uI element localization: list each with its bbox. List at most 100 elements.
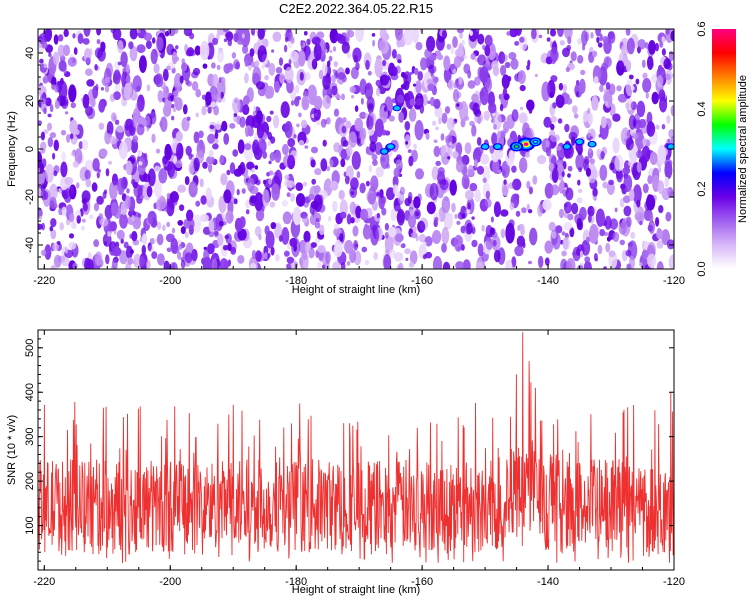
heatmap-noise-cell (405, 141, 408, 145)
heatmap-noise-cell (395, 234, 404, 243)
heatmap-noise-cell (174, 27, 178, 33)
heatmap-noise-cell (83, 94, 90, 109)
heatmap-noise-cell (154, 63, 160, 73)
heatmap-noise-cell (492, 113, 495, 116)
heatmap-noise-cell (576, 91, 579, 97)
heatmap-noise-cell (527, 60, 530, 67)
heatmap-noise-cell (602, 36, 608, 43)
heatmap-noise-cell (108, 161, 112, 165)
heatmap-noise-cell (609, 31, 616, 43)
heatmap-noise-cell (325, 251, 331, 263)
heatmap-noise-cell (656, 229, 663, 240)
heatmap-signal-spot (564, 144, 570, 149)
heatmap-noise-cell (508, 52, 516, 60)
heatmap-noise-cell (363, 225, 372, 240)
heatmap-signal-spot (494, 144, 501, 149)
heatmap-noise-cell (215, 132, 219, 139)
heatmap-noise-cell (181, 260, 186, 269)
heatmap-noise-cell (642, 60, 646, 68)
heatmap-noise-cell (98, 101, 105, 113)
heatmap-noise-cell (434, 146, 441, 157)
heatmap-noise-cell (577, 180, 580, 186)
heatmap-noise-cell (251, 168, 255, 173)
heatmap-noise-cell (493, 240, 497, 247)
heatmap-noise-cell (296, 124, 300, 128)
heatmap-noise-cell (613, 138, 620, 154)
heatmap-noise-cell (53, 170, 57, 176)
heatmap-noise-cell (368, 193, 375, 205)
heatmap-noise-cell (166, 222, 170, 227)
heatmap-noise-cell (180, 76, 184, 84)
heatmap-noise-cell (207, 107, 211, 114)
heatmap-noise-cell (334, 61, 338, 67)
heatmap-noise-cell (353, 226, 359, 237)
heatmap-noise-cell (519, 112, 528, 123)
heatmap-noise-cell (290, 51, 299, 62)
heatmap-noise-cell (175, 97, 183, 110)
heatmap-noise-cell (657, 145, 666, 165)
heatmap-noise-cell (60, 222, 64, 230)
heatmap-noise-cell (520, 227, 525, 236)
heatmap-noise-cell (520, 85, 526, 91)
heatmap-noise-cell (471, 53, 476, 60)
heatmap-noise-cell (208, 163, 212, 172)
heatmap-noise-cell (404, 28, 413, 46)
heatmap-noise-cell (283, 211, 292, 224)
heatmap-noise-cell (137, 150, 142, 157)
heatmap-noise-cell (602, 182, 608, 189)
heatmap-noise-cell (452, 69, 456, 74)
heatmap-noise-cell (601, 116, 607, 128)
heatmap-noise-cell (42, 42, 48, 49)
heatmap-noise-cell (189, 225, 194, 236)
heatmap-noise-cell (273, 115, 279, 129)
heatmap-noise-cell (171, 116, 174, 121)
heatmap-noise-cell (560, 40, 565, 45)
heatmap-noise-cell (224, 64, 231, 74)
heatmap-noise-cell (463, 63, 470, 73)
heatmap-noise-cell (551, 136, 556, 142)
heatmap-noise-cell (450, 180, 457, 196)
heatmap-noise-cell (220, 155, 224, 164)
heatmap-noise-cell (559, 209, 564, 218)
heatmap-noise-cell (247, 87, 254, 102)
heatmap-noise-cell (234, 198, 238, 204)
heatmap-noise-cell (486, 191, 490, 200)
heatmap-noise-cell (347, 261, 351, 266)
heatmap-noise-cell (631, 101, 637, 110)
heatmap-noise-cell (372, 40, 375, 47)
heatmap-noise-cell (599, 229, 605, 236)
heatmap-noise-cell (266, 231, 275, 249)
heatmap-noise-cell (501, 228, 505, 238)
heatmap-noise-cell (461, 40, 465, 46)
heatmap-noise-cell (126, 74, 131, 83)
heatmap-noise-cell (287, 180, 295, 188)
heatmap-noise-cell (423, 242, 427, 246)
heatmap-noise-cell (514, 246, 523, 257)
heatmap-noise-cell (503, 87, 507, 96)
heatmap-noise-cell (639, 262, 642, 266)
heatmap-noise-cell (376, 167, 384, 178)
heatmap-noise-cell (219, 221, 224, 227)
heatmap-noise-cell (342, 126, 347, 134)
heatmap-noise-cell (209, 150, 214, 158)
heatmap-noise-cell (388, 227, 396, 238)
heatmap-noise-cell (642, 250, 648, 260)
heatmap-noise-cell (306, 39, 310, 46)
heatmap-noise-cell (624, 206, 632, 217)
heatmap-noise-cell (629, 115, 636, 130)
figure-title: C2E2.2022.364.05.22.R15 (0, 1, 712, 16)
heatmap-noise-cell (217, 49, 224, 63)
heatmap-noise-cell (394, 168, 400, 178)
heatmap-noise-cell (373, 252, 378, 260)
heatmap-noise-cell (544, 241, 553, 254)
heatmap-noise-cell (613, 232, 620, 242)
heatmap-noise-cell (55, 101, 60, 109)
heatmap-signal-spot (515, 145, 518, 147)
heatmap-noise-cell (159, 196, 167, 209)
heatmap-noise-cell (287, 257, 294, 264)
heatmap-noise-cell (343, 140, 349, 147)
heatmap-noise-cell (212, 143, 219, 149)
heatmap-noise-cell (598, 134, 601, 138)
heatmap-noise-cell (74, 47, 78, 55)
